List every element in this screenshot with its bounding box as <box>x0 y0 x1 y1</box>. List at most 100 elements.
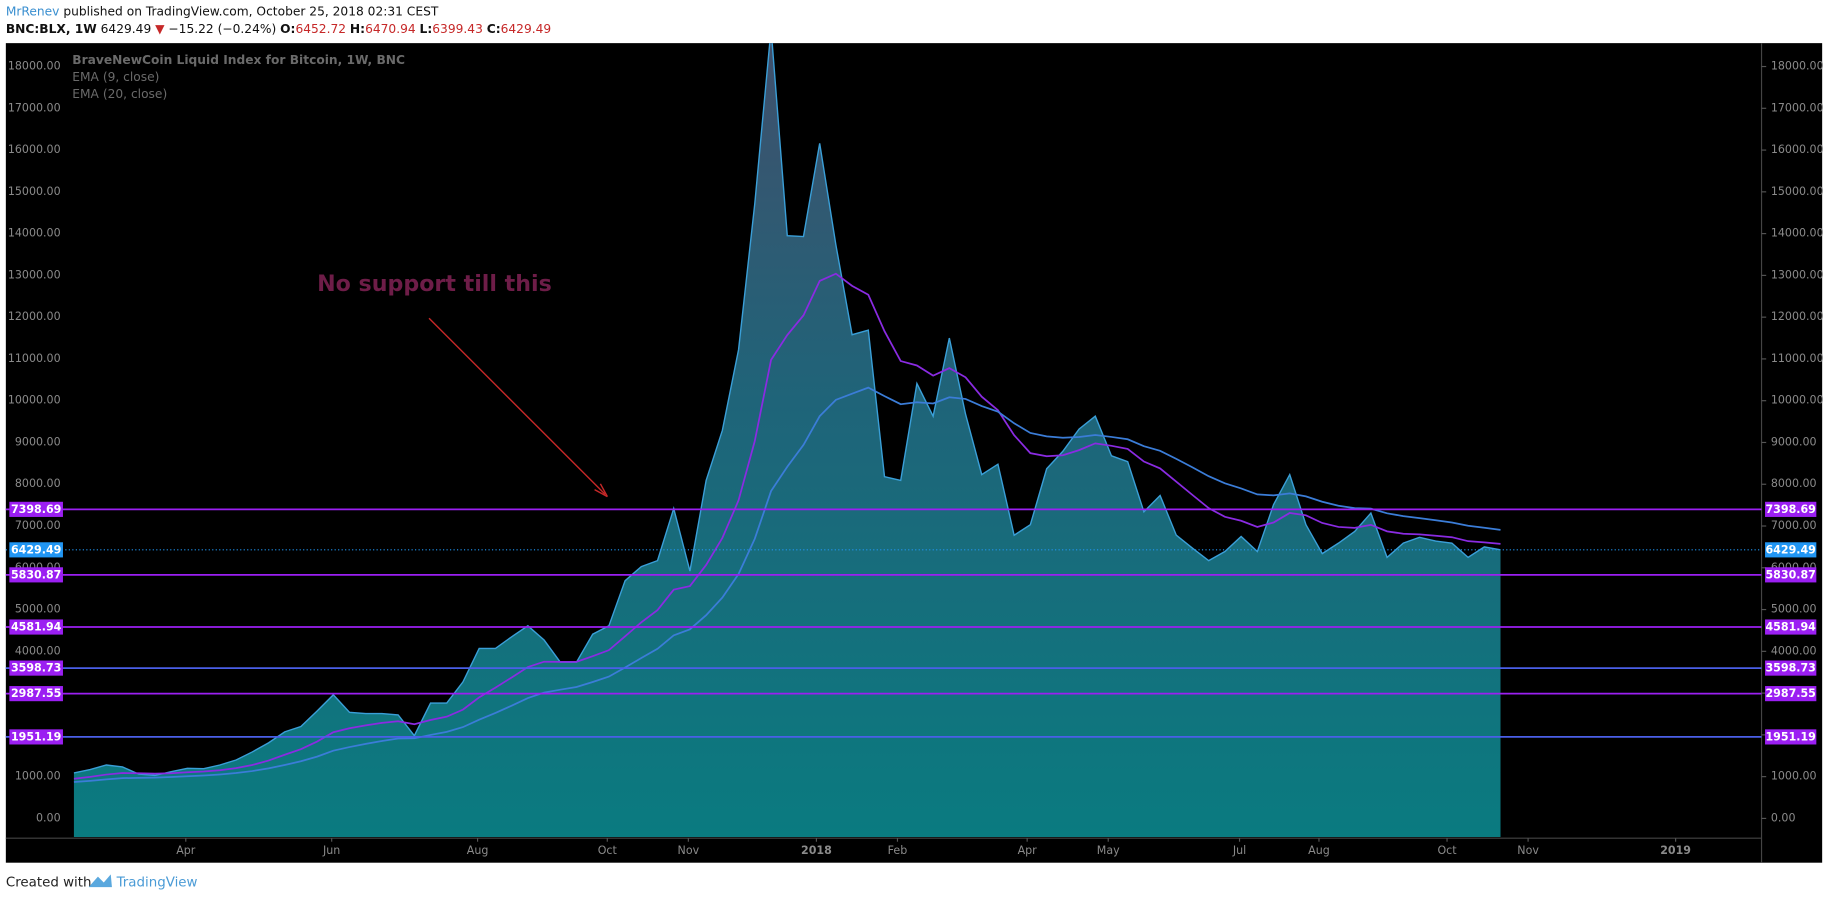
ohlc-value: 6452.72 <box>295 22 346 36</box>
x-tick-label: Nov <box>678 844 700 857</box>
level-label-right: 7398.69 <box>1765 503 1815 516</box>
y-tick-label: 8000.00 <box>15 477 61 490</box>
level-label-right: 5830.87 <box>1765 568 1815 581</box>
y-tick-label: 0.00 <box>36 811 61 824</box>
level-label-box-right <box>1765 660 1817 676</box>
y-tick-label-right: 10000.00 <box>1771 394 1824 407</box>
level-label-box <box>9 619 63 635</box>
x-tick-label: Jun <box>322 844 340 857</box>
level-label-right: 3598.73 <box>1765 662 1815 675</box>
legend-entry: BraveNewCoin Liquid Index for Bitcoin, 1… <box>72 53 405 67</box>
author[interactable]: MrRenev <box>6 4 60 18</box>
direction: ▼ <box>155 22 165 36</box>
level-label-box-right <box>1765 686 1817 702</box>
last-price-label-box-right <box>1765 542 1817 558</box>
level-label-box-right <box>1765 567 1817 583</box>
level-label: 2987.55 <box>11 687 61 700</box>
y-tick-label-right: 13000.00 <box>1771 268 1824 281</box>
x-tick-label: Apr <box>1018 844 1038 857</box>
y-tick-label: 5000.00 <box>15 603 61 616</box>
brand-logo <box>88 874 112 888</box>
level-label-right: 1951.19 <box>1765 730 1815 743</box>
footer-brand[interactable]: TradingView <box>116 876 198 891</box>
ohlc-label: O: <box>280 22 295 36</box>
y-tick-label: 9000.00 <box>15 435 61 448</box>
y-tick-label: 15000.00 <box>8 185 61 198</box>
x-tick-label: Nov <box>1517 844 1539 857</box>
y-tick-label: 13000.00 <box>8 268 61 281</box>
x-tick-label: May <box>1097 844 1120 857</box>
ohlc-label: C: <box>487 22 501 36</box>
header-line: MrRenev published on TradingView.com, Oc… <box>6 4 439 18</box>
y-tick-label-right: 4000.00 <box>1771 644 1817 657</box>
change: −15.22 (−0.24%) <box>168 22 276 36</box>
level-label-box-right <box>1765 619 1817 635</box>
plot <box>73 43 1501 838</box>
y-tick-label-right: 15000.00 <box>1771 185 1824 198</box>
x-tick-label: Oct <box>598 844 618 857</box>
x-tick-label: Oct <box>1437 844 1457 857</box>
ohlc-label: L: <box>420 22 433 36</box>
level-label: 3598.73 <box>11 662 61 675</box>
annotation-arrow <box>428 317 606 495</box>
y-tick-label-right: 16000.00 <box>1771 143 1824 156</box>
level-label-box <box>9 501 63 517</box>
y-tick-label-right: 0.00 <box>1771 811 1796 824</box>
y-tick-label-right: 1000.00 <box>1771 770 1817 783</box>
y-tick-label-right: 8000.00 <box>1771 477 1817 490</box>
legend-entry: EMA (9, close) <box>72 70 159 84</box>
level-label: 1951.19 <box>11 730 61 743</box>
price-line <box>73 43 1501 777</box>
y-tick-label-right: 7000.00 <box>1771 519 1817 532</box>
ohlc-value: 6399.43 <box>432 22 483 36</box>
y-tick-label-right: 17000.00 <box>1771 101 1824 114</box>
y-tick-label: 17000.00 <box>8 101 61 114</box>
y-tick-label: 18000.00 <box>8 60 61 73</box>
level-label: 4581.94 <box>11 621 62 634</box>
y-tick-label-right: 5000.00 <box>1771 603 1817 616</box>
level-label-right: 2987.55 <box>1765 687 1815 700</box>
level-label-box <box>9 660 63 676</box>
y-tick-label: 4000.00 <box>15 644 61 657</box>
ohlc-value: 6470.94 <box>365 22 416 36</box>
y-tick-label: 16000.00 <box>8 143 61 156</box>
legend-entry: EMA (20, close) <box>72 87 167 101</box>
level-label-box-right <box>1765 501 1817 517</box>
ohlc-label: H: <box>350 22 365 36</box>
overlay: 0.000.001000.001000.002000.002000.003000… <box>5 53 1824 857</box>
y-tick-label-right: 12000.00 <box>1771 310 1824 323</box>
y-tick-label-right: 9000.00 <box>1771 435 1817 448</box>
y-tick-label: 1000.00 <box>15 770 61 783</box>
level-label-right: 4581.94 <box>1765 621 1816 634</box>
x-tick-label: Aug <box>1308 844 1330 857</box>
level-label-box-right <box>1765 729 1817 745</box>
level-label-box <box>9 567 63 583</box>
symbol: BNC:BLX, 1W <box>6 22 97 36</box>
y-tick-label-right: 18000.00 <box>1771 60 1824 73</box>
y-tick-label-right: 11000.00 <box>1771 352 1824 365</box>
x-tick-label: 2018 <box>801 844 832 857</box>
price: 6429.49 <box>101 22 152 36</box>
level-label: 5830.87 <box>11 568 61 581</box>
x-tick-label: 2019 <box>1660 844 1691 857</box>
annotation: No support till this <box>317 271 552 297</box>
y-tick-label: 12000.00 <box>8 310 61 323</box>
x-tick-label: Aug <box>467 844 489 857</box>
level-label-box <box>9 729 63 745</box>
y-tick-label-right: 14000.00 <box>1771 227 1824 240</box>
published: published on TradingView.com, October 25… <box>63 4 439 18</box>
y-tick-label: 11000.00 <box>8 352 61 365</box>
y-tick-label: 14000.00 <box>8 227 61 240</box>
last-price-label: 6429.49 <box>11 543 61 556</box>
last-price-label-box <box>9 542 63 558</box>
y-tick-label: 10000.00 <box>8 394 61 407</box>
x-tick-label: Jul <box>1232 844 1246 857</box>
symbol-bar: BNC:BLX, 1W 6429.49 ▼ −15.22 (−0.24%) O:… <box>6 22 551 36</box>
ema-line <box>73 272 1501 780</box>
y-tick-label: 7000.00 <box>15 519 61 532</box>
level-label-box <box>9 686 63 702</box>
ema-line <box>73 386 1501 783</box>
x-tick-label: Feb <box>888 844 908 857</box>
